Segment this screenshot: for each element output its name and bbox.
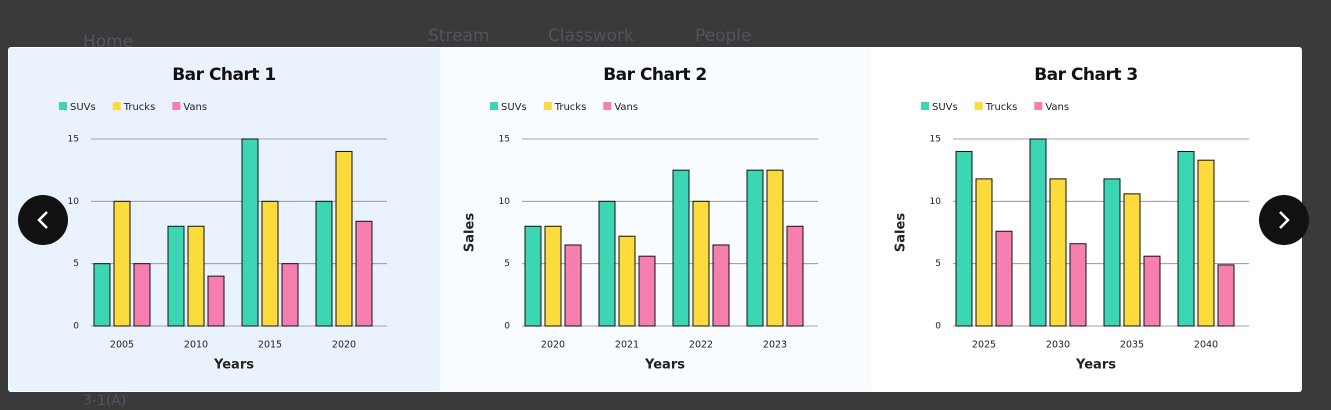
bar: [207, 275, 225, 327]
x-tick-label: 2020: [332, 340, 356, 351]
bar: [786, 225, 804, 327]
y-tick-label: 0: [935, 322, 941, 332]
x-axis-label: Years: [644, 358, 685, 373]
nav-item: People: [695, 26, 751, 46]
x-tick-label: 2040: [1194, 340, 1218, 351]
bar: [712, 244, 730, 327]
y-axis-label: Sales: [463, 213, 478, 252]
x-tick-label: 2025: [972, 340, 996, 351]
y-tick-label: 5: [73, 259, 79, 269]
x-tick-label: 2015: [258, 340, 282, 351]
x-tick-label: 2030: [1046, 340, 1070, 351]
legend-swatch: [603, 102, 612, 110]
legend-label: Trucks: [123, 102, 156, 113]
bar: [113, 200, 131, 327]
x-tick-label: 2022: [689, 340, 713, 351]
bar: [133, 263, 151, 327]
y-tick-label: 5: [504, 259, 510, 269]
bar: [261, 200, 279, 327]
legend-swatch: [543, 102, 552, 110]
bar: [355, 220, 373, 327]
bar: [1103, 178, 1121, 327]
bar: [1197, 159, 1215, 327]
bar: [1217, 264, 1235, 327]
bar: [995, 230, 1013, 327]
x-tick-label: 2020: [541, 340, 565, 351]
bar: [241, 138, 259, 327]
x-axis-label: Years: [213, 358, 254, 373]
chart-title: Bar Chart 1: [172, 65, 276, 85]
nav-item: Classwork: [548, 26, 634, 46]
bar: [187, 225, 205, 327]
legend-label: Vans: [614, 102, 638, 113]
legend-label: Trucks: [985, 102, 1018, 113]
charts: Bar Chart 1 SUVs Trucks Vans 0 5 10 15 Years 2005…: [59, 65, 1249, 373]
bar: [93, 263, 111, 327]
bar: [618, 235, 636, 327]
bar: [1123, 193, 1141, 327]
bar: [1069, 243, 1087, 327]
bar: [766, 169, 784, 327]
footer-text: 3-1(A): [83, 393, 126, 409]
x-tick-label: 2010: [184, 340, 208, 351]
legend-label: Vans: [183, 102, 207, 113]
legend-label: SUVs: [501, 102, 527, 113]
nav-item: Stream: [428, 26, 490, 46]
bar: [281, 263, 299, 327]
bar: [638, 255, 656, 327]
legend-swatch: [1034, 102, 1043, 110]
x-tick-label: 2021: [615, 340, 639, 351]
legend-swatch: [921, 102, 929, 110]
y-tick-label: 10: [499, 197, 511, 207]
bar: [544, 225, 562, 327]
chart-title: Bar Chart 2: [603, 65, 707, 85]
bar: [975, 178, 993, 327]
legend-swatch: [490, 102, 498, 110]
legend-swatch: [112, 102, 121, 110]
x-tick-label: 2023: [763, 340, 787, 351]
bar: [315, 200, 333, 327]
bar: [955, 150, 973, 327]
bar: [524, 225, 542, 327]
legend-label: SUVs: [70, 102, 96, 113]
panel-bg: [871, 48, 1301, 391]
bar: [1029, 138, 1047, 327]
bar: [564, 244, 582, 327]
bar: [1049, 178, 1067, 327]
bar: [746, 169, 764, 327]
y-tick-label: 15: [68, 135, 79, 145]
y-tick-label: 10: [930, 197, 942, 207]
legend-swatch: [172, 102, 181, 110]
y-tick-label: 15: [930, 135, 941, 145]
y-axis-label: Sales: [894, 213, 909, 252]
panel-bg: [440, 48, 871, 391]
x-tick-label: 2005: [110, 340, 134, 351]
prev-button[interactable]: [18, 195, 68, 245]
legend-swatch: [974, 102, 983, 110]
bar: [167, 225, 185, 327]
panel-bg: [9, 48, 440, 391]
bar: [1143, 255, 1161, 327]
legend-label: SUVs: [932, 102, 958, 113]
chart-title: Bar Chart 3: [1034, 65, 1138, 85]
y-tick-label: 0: [504, 322, 510, 332]
bar: [672, 169, 690, 327]
bar: [1177, 150, 1195, 327]
y-tick-label: 0: [73, 322, 79, 332]
next-button[interactable]: [1259, 195, 1309, 245]
bar: [692, 200, 710, 327]
bar: [598, 200, 616, 327]
x-tick-label: 2035: [1120, 340, 1144, 351]
y-tick-label: 5: [935, 259, 941, 269]
bar: [335, 150, 353, 327]
legend-label: Vans: [1045, 102, 1069, 113]
legend-label: Trucks: [554, 102, 587, 113]
y-tick-label: 15: [499, 135, 510, 145]
legend-swatch: [59, 102, 67, 110]
x-axis-label: Years: [1075, 358, 1116, 373]
y-tick-label: 10: [68, 197, 80, 207]
